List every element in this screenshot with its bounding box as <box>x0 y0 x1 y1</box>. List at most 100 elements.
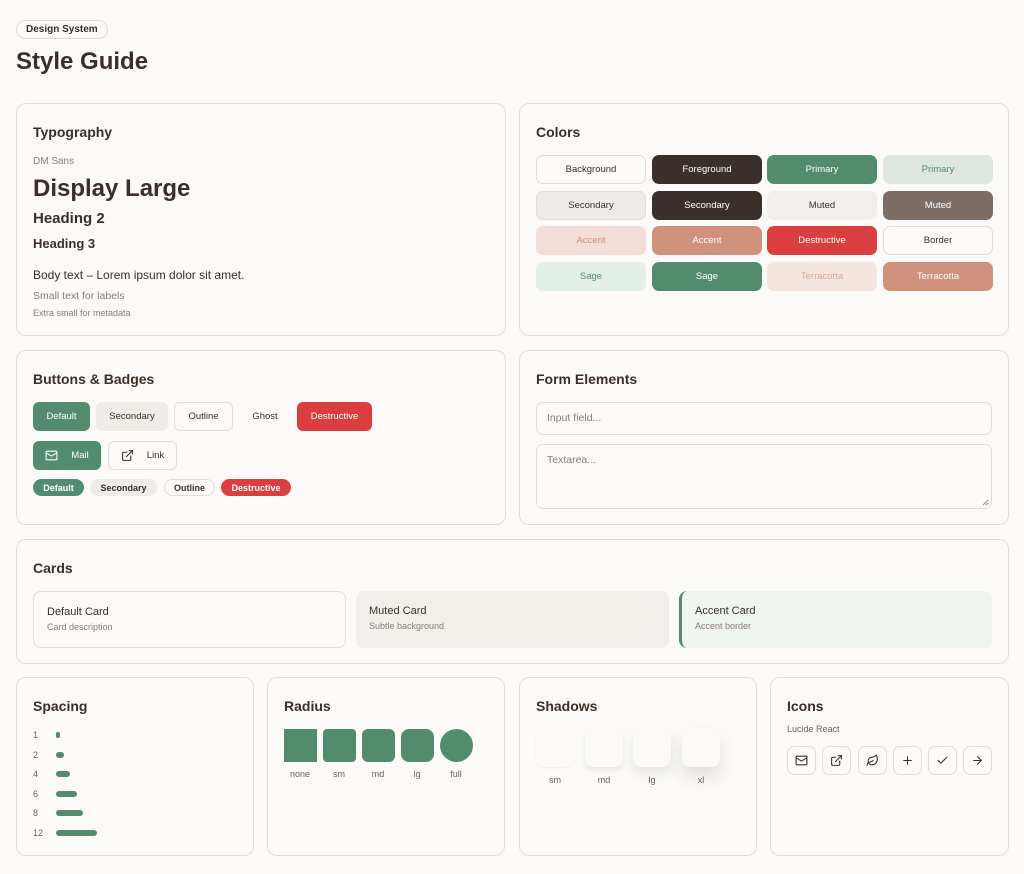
default-badge: Default <box>33 479 84 496</box>
radius-lg-sample <box>401 729 434 762</box>
spacing-card: Spacing 1 2 4 6 8 12 <box>16 677 254 856</box>
external-link-icon <box>121 449 134 462</box>
page-title: Style Guide <box>16 48 149 75</box>
icons-title: Icons <box>787 698 824 714</box>
textarea-placeholder: Textarea... <box>547 454 597 466</box>
colors-title: Colors <box>536 124 581 140</box>
cards-section: Cards Default Card Card description Mute… <box>16 539 1009 664</box>
link-button-label: Link <box>146 450 165 461</box>
plus-icon[interactable] <box>893 746 922 775</box>
ghost-button[interactable]: Ghost <box>252 411 278 422</box>
color-swatch-primary: Primary <box>883 155 993 184</box>
accent-card: Accent Card Accent border <box>679 591 992 648</box>
leaf-icon[interactable] <box>858 746 887 775</box>
spacing-title: Spacing <box>33 698 88 714</box>
extra-small-text-sample: Extra small for metadata <box>33 308 131 318</box>
radius-card: Radius none sm md lg full <box>267 677 505 856</box>
spacing-bar <box>56 829 97 836</box>
radius-label: full <box>450 769 462 779</box>
shadow-xl-sample <box>682 729 720 767</box>
body-text-sample: Body text – Lorem ipsum dolor sit amet. <box>33 268 245 282</box>
cards-title: Cards <box>33 560 73 576</box>
spacing-label: 4 <box>33 769 39 779</box>
default-card: Default Card Card description <box>33 591 346 648</box>
color-swatch-secondary: Secondary <box>536 191 646 220</box>
muted-card-description: Subtle background <box>369 621 445 631</box>
outline-button[interactable]: Outline <box>174 402 233 431</box>
icons-card: Icons Lucide React <box>770 677 1009 856</box>
check-icon[interactable] <box>928 746 957 775</box>
spacing-label: 6 <box>33 788 39 799</box>
spacing-bar <box>56 771 71 777</box>
shadow-lg-sample <box>633 729 671 767</box>
buttons-badges-card: Buttons & Badges Default Secondary Outli… <box>16 350 506 525</box>
outline-badge: Outline <box>164 479 215 496</box>
font-name: DM Sans <box>33 156 75 167</box>
mail-icon[interactable] <box>787 746 816 775</box>
mail-button-label: Mail <box>71 450 89 461</box>
color-swatch-primary: Primary <box>767 155 877 184</box>
radius-title: Radius <box>284 698 331 714</box>
display-large-sample: Display Large <box>33 175 191 202</box>
icon-library-label: Lucide React <box>787 724 840 734</box>
textarea-field[interactable]: Textarea... <box>536 444 992 509</box>
spacing-label: 1 <box>33 730 39 740</box>
resize-handle-icon[interactable] <box>981 498 989 506</box>
default-card-description: Card description <box>47 622 113 632</box>
shadow-label: sm <box>549 775 561 785</box>
color-swatch-accent: Accent <box>536 226 646 255</box>
radius-label: none <box>289 769 311 779</box>
radius-sm-sample <box>323 729 356 762</box>
spacing-bar <box>56 751 64 758</box>
mail-button[interactable]: Mail <box>33 441 101 470</box>
color-swatch-terracotta: Terracotta <box>883 262 993 291</box>
destructive-badge: Destructive <box>221 479 291 496</box>
color-swatch-muted: Muted <box>767 191 877 220</box>
external-link-icon[interactable] <box>822 746 851 775</box>
buttons-badges-title: Buttons & Badges <box>33 371 155 387</box>
small-text-sample: Small text for labels <box>33 290 125 302</box>
shadow-label: xl <box>697 775 705 785</box>
color-swatch-border: Border <box>883 226 993 255</box>
link-button[interactable]: Link <box>108 441 177 470</box>
heading-3-sample: Heading 3 <box>33 236 96 251</box>
color-swatch-sage: Sage <box>536 262 646 291</box>
color-swatch-accent: Accent <box>652 226 762 255</box>
colors-card: Colors Background Foreground Primary Primar… <box>519 103 1009 336</box>
muted-card-title: Muted Card <box>369 605 427 617</box>
color-swatch-secondary: Secondary <box>652 191 762 220</box>
spacing-label: 8 <box>33 808 39 818</box>
form-elements-title: Form Elements <box>536 371 638 387</box>
color-swatch-sage: Sage <box>652 262 762 291</box>
accent-card-title: Accent Card <box>695 605 756 617</box>
heading-2-sample: Heading 2 <box>33 210 105 227</box>
default-card-title: Default Card <box>47 606 109 618</box>
radius-full-sample <box>440 729 473 762</box>
radius-label: md <box>371 769 385 779</box>
color-swatch-background: Background <box>536 155 646 184</box>
typography-card: Typography DM Sans Display Large Heading… <box>16 103 506 336</box>
shadows-title: Shadows <box>536 698 598 714</box>
muted-card: Muted Card Subtle background <box>356 591 669 648</box>
secondary-button[interactable]: Secondary <box>96 402 168 431</box>
input-field[interactable]: Input field... <box>536 402 992 435</box>
radius-label: sm <box>333 769 345 779</box>
spacing-bar <box>56 810 84 816</box>
destructive-button[interactable]: Destructive <box>297 402 372 431</box>
mail-icon <box>45 449 58 462</box>
radius-label: lg <box>413 769 421 779</box>
spacing-label: 12 <box>33 827 44 838</box>
default-button[interactable]: Default <box>33 402 90 431</box>
form-elements-card: Form Elements Input field... Textarea... <box>519 350 1009 525</box>
secondary-badge: Secondary <box>90 479 157 496</box>
spacing-bar <box>56 732 61 738</box>
typography-title: Typography <box>33 124 113 140</box>
arrow-right-icon[interactable] <box>963 746 992 775</box>
shadow-md-sample <box>585 729 623 767</box>
design-system-pill: Design System <box>16 20 108 39</box>
shadow-label: lg <box>648 775 656 785</box>
color-swatch-foreground: Foreground <box>652 155 762 184</box>
radius-none-sample <box>284 729 317 762</box>
shadow-label: md <box>597 775 611 785</box>
spacing-label: 2 <box>33 749 39 760</box>
